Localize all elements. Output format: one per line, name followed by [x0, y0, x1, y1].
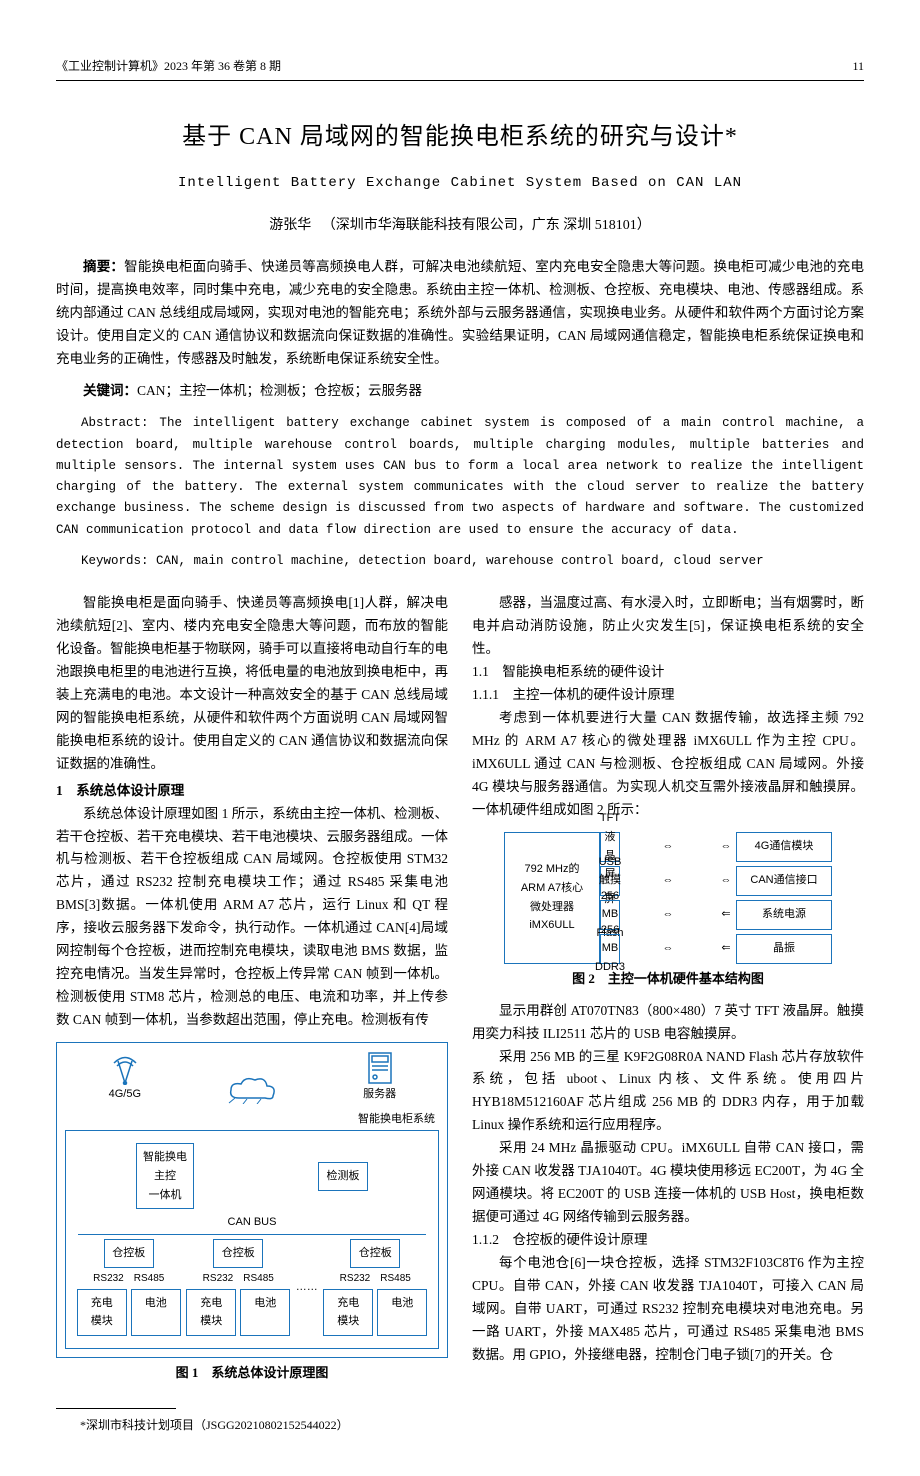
- fig1-cang-group-1: 仓控板 RS232RS485 充电 模块 电池: [77, 1239, 181, 1336]
- running-head: 《工业控制计算机》2023 年第 36 卷第 8 期 11: [56, 56, 864, 76]
- fig1-main-host: 智能换电 主控 一体机: [136, 1143, 194, 1209]
- keywords-english: Keywords: CAN, main control machine, det…: [56, 551, 864, 572]
- figure-1-caption: 图 1 系统总体设计原理图: [56, 1362, 448, 1384]
- page-number: 11: [852, 56, 864, 76]
- double-arrow-icon: ⇔: [620, 934, 716, 964]
- author-line: 游张华 （深圳市华海联能科技有限公司，广东 深圳 518101）: [56, 214, 864, 238]
- fig2-right-2: 系统电源: [736, 900, 832, 930]
- left-p1: 智能换电柜是面向骑手、快递员等高频换电[1]人群，解决电池续航短[2]、室内、楼…: [56, 592, 448, 776]
- section-1.1-heading: 1.1 智能换电柜系统的硬件设计: [472, 661, 864, 684]
- fig1-cang-group-2: 仓控板 RS232RS485 充电 模块 电池: [186, 1239, 290, 1336]
- abstract-en-label: Abstract:: [81, 416, 149, 430]
- right-p2: 考虑到一体机要进行大量 CAN 数据传输，故选择主频 792 MHz 的 ARM…: [472, 707, 864, 822]
- abstract-chinese: 摘要：智能换电柜面向骑手、快递员等高频换电人群，可解决电池续航短、室内充电安全隐…: [56, 256, 864, 371]
- title-english: Intelligent Battery Exchange Cabinet Sys…: [56, 172, 864, 196]
- left-arrow-icon: ⇐: [716, 934, 736, 964]
- header-rule: [56, 80, 864, 81]
- fig1-ellipsis: ……: [296, 1278, 318, 1297]
- right-p5: 采用 24 MHz 晶振驱动 CPU。iMX6ULL 自带 CAN 接口，需外接…: [472, 1137, 864, 1229]
- keywords-cn-label: 关键词：: [83, 383, 137, 398]
- abstract-cn-text: 智能换电柜面向骑手、快递员等高频换电人群，可解决电池续航短、室内充电安全隐患大等…: [56, 259, 864, 366]
- double-arrow-icon: ⇔: [620, 900, 716, 930]
- right-p1: 感器，当温度过高、有水浸入时，立即断电；当有烟雾时，断电并启动消防设施，防止火灾…: [472, 592, 864, 661]
- fig1-system-label: 智能换电柜系统: [65, 1110, 435, 1129]
- fig1-detect-board: 检测板: [318, 1162, 368, 1191]
- abstract-english: Abstract: The intelligent battery exchan…: [56, 413, 864, 541]
- double-arrow-icon: ⇔: [716, 866, 736, 896]
- journal-name: 《工业控制计算机》2023 年第 36 卷第 8 期: [56, 56, 281, 76]
- double-arrow-icon: ⇔: [620, 866, 716, 896]
- keywords-cn-text: CAN；主控一体机；检测板；仓控板；云服务器: [137, 383, 422, 398]
- left-p2: 系统总体设计原理如图 1 所示，系统由主控一体机、检测板、若干仓控板、若干充电模…: [56, 803, 448, 1032]
- fig1-server-icon: 服务器: [363, 1051, 396, 1104]
- section-1-heading: 1 系统总体设计原理: [56, 780, 448, 803]
- author-affiliation: （深圳市华海联能科技有限公司，广东 深圳 518101）: [322, 218, 651, 233]
- fig2-cpu: 792 MHz的 ARM A7核心 微处理器 iMX6ULL: [504, 832, 600, 964]
- keywords-chinese: 关键词：CAN；主控一体机；检测板；仓控板；云服务器: [56, 380, 864, 403]
- title-chinese: 基于 CAN 局域网的智能换电柜系统的研究与设计*: [56, 117, 864, 158]
- fig2-right-1: CAN通信接口: [736, 866, 832, 896]
- left-arrow-icon: ⇐: [716, 900, 736, 930]
- keywords-en-text: CAN, main control machine, detection boa…: [149, 554, 764, 568]
- keywords-en-label: Keywords:: [81, 554, 149, 568]
- fig1-antenna-icon: 4G/5G: [108, 1055, 142, 1104]
- fig2-right-3: 晶振: [736, 934, 832, 964]
- double-arrow-icon: ⇔: [620, 832, 716, 862]
- fig1-bus-line: [78, 1234, 426, 1235]
- figure-2-caption: 图 2 主控一体机硬件基本结构图: [472, 968, 864, 990]
- footnote: *深圳市科技计划项目（JSGG20210802152544022）: [56, 1415, 448, 1435]
- footnote-rule: [56, 1408, 176, 1409]
- fig1-bus-label: CAN BUS: [74, 1213, 430, 1232]
- body-columns: 智能换电柜是面向骑手、快递员等高频换电[1]人群，解决电池续航短[2]、室内、楼…: [56, 592, 864, 1435]
- fig1-cang-group-n: 仓控板 RS232RS485 充电 模块 电池: [323, 1239, 427, 1336]
- fig2-left-3: 256 MB DDR3: [600, 934, 620, 964]
- right-p6: 每个电池仓[6]一块仓控板，选择 STM32F103C8T6 作为主控 CPU。…: [472, 1252, 864, 1367]
- section-1.1.1-heading: 1.1.1 主控一体机的硬件设计原理: [472, 684, 864, 707]
- abstract-cn-label: 摘要：: [83, 259, 124, 274]
- double-arrow-icon: ⇔: [716, 832, 736, 862]
- figure-1: 4G/5G 服务器 智能换电柜系统 智能换电 主控 一体机 检测板: [56, 1042, 448, 1384]
- section-1.1.2-heading: 1.1.2 仓控板的硬件设计原理: [472, 1229, 864, 1252]
- right-column: 感器，当温度过高、有水浸入时，立即断电；当有烟雾时，断电并启动消防设施，防止火灾…: [472, 592, 864, 1435]
- left-column: 智能换电柜是面向骑手、快递员等高频换电[1]人群，解决电池续航短[2]、室内、楼…: [56, 592, 448, 1435]
- right-p3: 显示用群创 AT070TN83（800×480）7 英寸 TFT 液晶屏。触摸用…: [472, 1000, 864, 1046]
- figure-2: TFT液晶屏 ⇔ 792 MHz的 ARM A7核心 微处理器 iMX6ULL …: [472, 832, 864, 990]
- right-p4: 采用 256 MB 的三星 K9F2G08R0A NAND Flash 芯片存放…: [472, 1046, 864, 1138]
- author-name: 游张华: [269, 218, 311, 233]
- fig2-right-0: 4G通信模块: [736, 832, 832, 862]
- abstract-en-text: The intelligent battery exchange cabinet…: [56, 416, 864, 536]
- fig1-cloud-icon: [227, 1076, 277, 1104]
